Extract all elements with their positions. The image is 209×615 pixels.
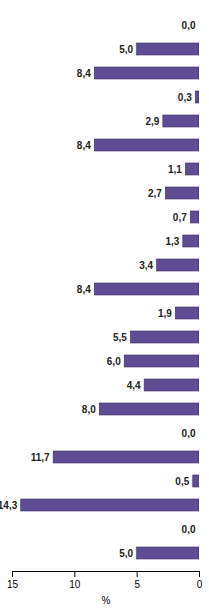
svg-text:5,0: 5,0: [119, 44, 133, 55]
svg-text:11,7: 11,7: [31, 452, 50, 463]
svg-text:0,3: 0,3: [178, 92, 192, 103]
svg-text:4,4: 4,4: [127, 380, 141, 391]
svg-text:1,1: 1,1: [168, 164, 182, 175]
svg-text:%: %: [102, 595, 111, 606]
svg-text:5,0: 5,0: [119, 548, 133, 559]
svg-text:1,9: 1,9: [158, 308, 172, 319]
svg-text:3,4: 3,4: [139, 260, 153, 271]
svg-text:0,0: 0,0: [182, 428, 196, 439]
svg-text:2,9: 2,9: [145, 116, 159, 127]
svg-text:0: 0: [197, 579, 203, 590]
svg-text:0,0: 0,0: [182, 524, 196, 535]
svg-text:0,7: 0,7: [173, 212, 187, 223]
svg-text:6,0: 6,0: [107, 356, 121, 367]
svg-text:1,3: 1,3: [165, 236, 179, 247]
svg-text:14,3: 14,3: [0, 500, 18, 511]
svg-text:8,4: 8,4: [77, 284, 91, 295]
svg-text:5: 5: [134, 579, 140, 590]
svg-text:0,5: 0,5: [175, 476, 189, 487]
svg-text:5,5: 5,5: [113, 332, 127, 343]
svg-text:0,0: 0,0: [182, 20, 196, 31]
svg-text:8,0: 8,0: [82, 404, 96, 415]
svg-text:15: 15: [7, 579, 19, 590]
svg-text:2,7: 2,7: [148, 188, 162, 199]
svg-text:10: 10: [69, 579, 81, 590]
svg-text:8,4: 8,4: [77, 140, 91, 151]
svg-text:8,4: 8,4: [77, 68, 91, 79]
